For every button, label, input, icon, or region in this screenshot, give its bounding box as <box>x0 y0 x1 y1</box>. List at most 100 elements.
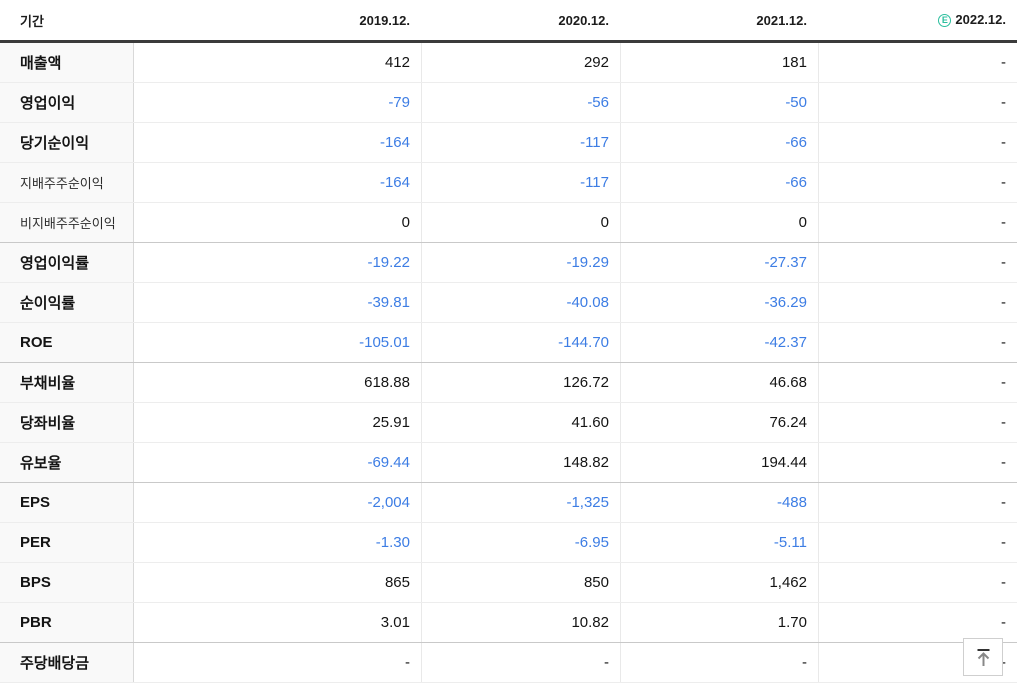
cell-2019: 3.01 <box>380 614 410 631</box>
cell-2022-estimate: - <box>818 363 1017 402</box>
table-row: 영업이익 -79 -56 -50 - <box>0 83 1017 123</box>
row-label: 순이익률 <box>0 283 134 322</box>
row-label: 영업이익률 <box>0 243 134 282</box>
cell-2019: -2,004 <box>367 494 410 511</box>
row-label: 당좌비율 <box>0 403 134 442</box>
table-row: 매출액 412 292 181 - <box>0 43 1017 83</box>
row-label: 영업이익 <box>0 83 134 122</box>
table-row: 당좌비율 25.91 41.60 76.24 - <box>0 403 1017 443</box>
cell-2022-estimate: - <box>818 83 1017 122</box>
cell-2019: -39.81 <box>367 294 410 311</box>
cell-2020: 850 <box>421 563 620 602</box>
period-header: 기간 <box>20 13 44 29</box>
row-label: 부채비율 <box>0 363 134 402</box>
cell-2022-estimate: - <box>818 563 1017 602</box>
cell-2020: 10.82 <box>421 603 620 642</box>
cell-2021: 76.24 <box>620 403 818 442</box>
cell-2022-estimate: - <box>818 43 1017 82</box>
cell-2020: -6.95 <box>421 523 620 562</box>
table-row: 지배주주순이익 -164 -117 -66 - <box>0 163 1017 203</box>
table-row: 주당배당금 - - - - <box>0 643 1017 683</box>
cell-2020: 41.60 <box>421 403 620 442</box>
cell-2021: -66 <box>620 123 818 162</box>
cell-2020: -19.29 <box>421 243 620 282</box>
cell-2021: -50 <box>620 83 818 122</box>
cell-2022-estimate: - <box>818 163 1017 202</box>
row-label: 유보율 <box>0 443 134 482</box>
cell-2021: -42.37 <box>620 323 818 362</box>
table-row: 비지배주주순이익 0 0 0 - <box>0 203 1017 243</box>
cell-2021: 181 <box>620 43 818 82</box>
arrow-up-to-top-icon <box>975 648 992 667</box>
cell-2019: -79 <box>388 94 410 111</box>
cell-2022-estimate: - <box>818 243 1017 282</box>
cell-2021: -488 <box>620 483 818 522</box>
cell-2022-estimate: - <box>818 123 1017 162</box>
row-label: 지배주주순이익 <box>0 163 134 202</box>
cell-2022-estimate: - <box>818 443 1017 482</box>
row-label: PER <box>0 523 134 562</box>
year-header-2021: 2021.12. <box>756 12 807 28</box>
cell-2019: -105.01 <box>359 334 410 351</box>
table-row: 유보율 -69.44 148.82 194.44 - <box>0 443 1017 483</box>
cell-2020: -40.08 <box>421 283 620 322</box>
cell-2021: 1.70 <box>620 603 818 642</box>
table-row: 당기순이익 -164 -117 -66 - <box>0 123 1017 163</box>
cell-2020: -56 <box>421 83 620 122</box>
cell-2020: -144.70 <box>421 323 620 362</box>
row-label: PBR <box>0 603 134 642</box>
row-label: 매출액 <box>0 43 134 82</box>
cell-2019: - <box>405 654 410 671</box>
cell-2021: -66 <box>620 163 818 202</box>
year-header-2019: 2019.12. <box>359 12 410 28</box>
cell-2022-estimate: - <box>818 403 1017 442</box>
cell-2019: 25.91 <box>372 414 410 431</box>
cell-2021: -36.29 <box>620 283 818 322</box>
row-label: 비지배주주순이익 <box>0 203 134 242</box>
cell-2021: -27.37 <box>620 243 818 282</box>
cell-2022-estimate: - <box>818 283 1017 322</box>
cell-2019: -164 <box>379 174 410 191</box>
row-label: 주당배당금 <box>0 643 134 682</box>
cell-2019: -164 <box>379 134 410 151</box>
table-row: EPS -2,004 -1,325 -488 - <box>0 483 1017 523</box>
cell-2021: - <box>620 643 818 682</box>
table-row: ROE -105.01 -144.70 -42.37 - <box>0 323 1017 363</box>
cell-2022-estimate: - <box>818 523 1017 562</box>
table-body: 매출액 412 292 181 - 영업이익 -79 -56 -50 - 당기순… <box>0 43 1017 683</box>
cell-2021: -5.11 <box>620 523 818 562</box>
cell-2021: 0 <box>620 203 818 242</box>
cell-2021: 194.44 <box>620 443 818 482</box>
cell-2020: 126.72 <box>421 363 620 402</box>
row-label: EPS <box>0 483 134 522</box>
cell-2020: 148.82 <box>421 443 620 482</box>
cell-2019: 865 <box>384 574 410 591</box>
cell-2022-estimate: - <box>818 203 1017 242</box>
scroll-to-top-button[interactable] <box>963 638 1003 676</box>
row-label: ROE <box>0 323 134 362</box>
cell-2020: -117 <box>421 123 620 162</box>
year-header-label: 2022.12. <box>955 12 1006 28</box>
cell-2020: 0 <box>421 203 620 242</box>
cell-2020: - <box>421 643 620 682</box>
table-row: 순이익률 -39.81 -40.08 -36.29 - <box>0 283 1017 323</box>
cell-2019: 412 <box>384 54 410 71</box>
year-header-2020: 2020.12. <box>558 12 609 28</box>
table-row: BPS 865 850 1,462 - <box>0 563 1017 603</box>
cell-2021: 1,462 <box>620 563 818 602</box>
row-label: 당기순이익 <box>0 123 134 162</box>
row-label: BPS <box>0 563 134 602</box>
table-row: PER -1.30 -6.95 -5.11 - <box>0 523 1017 563</box>
cell-2022-estimate: - <box>818 323 1017 362</box>
year-header-2022-estimate: E 2022.12. <box>818 12 1017 27</box>
cell-2022-estimate: - <box>818 603 1017 642</box>
cell-2020: -117 <box>421 163 620 202</box>
cell-2019: -1.30 <box>375 534 410 551</box>
estimate-badge-icon: E <box>938 13 952 27</box>
cell-2019: -19.22 <box>367 254 410 271</box>
cell-2019: 618.88 <box>364 374 410 391</box>
table-row: PBR 3.01 10.82 1.70 - <box>0 603 1017 643</box>
cell-2020: -1,325 <box>421 483 620 522</box>
cell-2020: 292 <box>421 43 620 82</box>
